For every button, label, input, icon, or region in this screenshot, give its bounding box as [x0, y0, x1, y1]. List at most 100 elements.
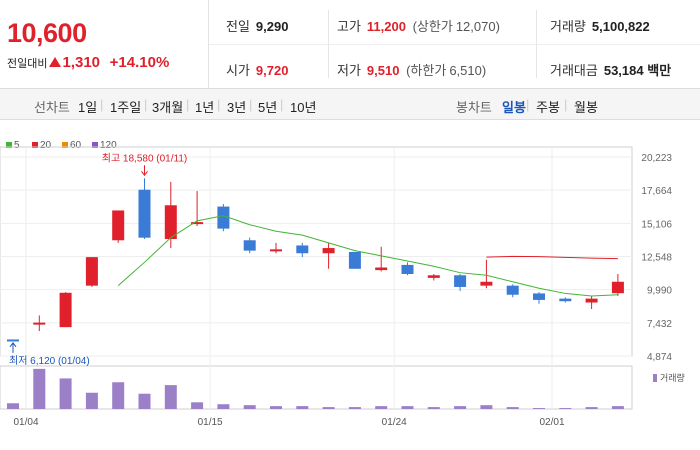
tab-1w[interactable]: 1주일	[110, 100, 142, 115]
prev-close-value: 9,290	[255, 19, 289, 34]
volume-bar	[164, 385, 177, 409]
volume: 거래량 5,100,822	[550, 16, 650, 35]
volume-legend-swatch	[653, 374, 657, 382]
tab-weekly[interactable]: 주봉	[536, 100, 560, 115]
tab-3m[interactable]: 3개월	[152, 100, 184, 115]
y-tick-label: 15,106	[641, 219, 672, 230]
legend-ma60: 60	[62, 140, 81, 151]
price-box: 10,600 전일대비 1,310 +14.10%	[0, 0, 209, 88]
volume-pane-frame	[0, 365, 633, 410]
high-label: 고가	[337, 19, 361, 34]
volume-bar	[270, 406, 282, 409]
volume-bar	[480, 405, 493, 409]
tab-divider: |	[564, 97, 568, 112]
tab-1y[interactable]: 1년	[195, 100, 215, 115]
tab-1d[interactable]: 1일	[78, 100, 98, 115]
open-price: 시가 9,720	[226, 60, 288, 79]
low-value: 9,510	[366, 63, 400, 78]
candle-body	[112, 210, 125, 241]
tab-daily[interactable]: 일봉	[502, 100, 526, 115]
legend-swatch	[62, 142, 68, 148]
candle-body	[217, 206, 230, 229]
candle-body	[611, 281, 624, 294]
lower-limit-label: (하한가	[406, 63, 447, 78]
candle-body	[164, 205, 177, 239]
amount-unit: 백만	[647, 63, 672, 78]
candle-body	[270, 249, 282, 252]
tab-3y[interactable]: 3년	[227, 100, 247, 115]
legend-swatch	[6, 142, 12, 148]
candle-body	[533, 293, 545, 300]
amount-value: 53,184	[603, 63, 644, 78]
tab-monthly[interactable]: 월봉	[574, 100, 598, 115]
y-tick-label: 7,432	[647, 319, 672, 330]
candle-body	[506, 285, 519, 295]
candle-body	[322, 248, 335, 254]
volume-bar	[375, 406, 388, 409]
y-tick-label: 17,664	[641, 186, 672, 197]
line-chart-label: 선차트	[34, 100, 70, 115]
candle-body	[243, 240, 256, 251]
open-label: 시가	[226, 63, 250, 78]
tab-5y[interactable]: 5년	[258, 100, 278, 115]
candle-body	[191, 222, 204, 225]
volume-bar	[585, 407, 598, 409]
candle-body	[454, 275, 467, 287]
volume-bar	[217, 404, 230, 409]
volume-bar	[322, 407, 335, 409]
candle-body	[585, 298, 598, 303]
open-value: 9,720	[255, 63, 289, 78]
volume-bar	[454, 406, 467, 409]
tab-divider: |	[186, 97, 190, 112]
legend-label: 20	[40, 140, 52, 151]
low-label: 저가	[337, 63, 361, 78]
volume-bar	[7, 403, 19, 409]
candle-body	[375, 267, 388, 271]
min-arrow-head	[9, 342, 17, 348]
volume-bar	[112, 382, 125, 409]
tab-divider: |	[100, 97, 104, 112]
candle-body	[138, 189, 151, 238]
prev-close: 전일 9,290	[226, 16, 288, 35]
ma5-line	[117, 215, 618, 297]
volume-value: 5,100,822	[591, 19, 650, 34]
candle-body	[559, 298, 572, 302]
y-tick-label: 20,223	[641, 153, 672, 164]
y-tick-label: 12,548	[641, 253, 672, 264]
legend-swatch	[32, 142, 38, 148]
candle-body	[85, 257, 98, 286]
upper-limit-value: 12,070)	[455, 19, 500, 34]
legend-label: 60	[70, 140, 82, 151]
trade-amount: 거래대금 53,184 백만	[550, 60, 671, 79]
tab-divider: |	[280, 97, 284, 112]
candle-body	[33, 322, 46, 325]
volume-bar	[348, 407, 361, 409]
volume-bar	[85, 392, 98, 409]
upper-limit-label: (상한가	[412, 19, 453, 34]
candle-body	[59, 292, 72, 328]
volume-bar	[243, 405, 256, 409]
x-tick-label: 02/01	[539, 417, 564, 428]
chart-period-tabs: 선차트 1일 | 1주일 | 3개월 | 1년 | 3년 | 5년 | 10년 …	[0, 89, 700, 120]
volume-bar	[506, 407, 519, 409]
candle-body	[427, 275, 440, 278]
max-annotation: 최고 18,580 (01/11)	[102, 152, 188, 164]
legend-label: 5	[14, 140, 20, 151]
volume-bar	[533, 408, 545, 409]
y-tick-label: 9,990	[647, 286, 672, 297]
max-arrow-head	[141, 171, 148, 177]
candle-body	[480, 281, 493, 286]
tab-divider: |	[217, 97, 221, 112]
legend-ma5: 5	[6, 140, 20, 151]
tab-10y[interactable]: 10년	[290, 100, 317, 115]
volume-bar	[296, 406, 309, 409]
volume-bar	[427, 407, 440, 409]
tab-divider: |	[144, 97, 148, 112]
volume-bar	[611, 406, 624, 409]
legend-ma20: 20	[32, 140, 51, 151]
legend-ma120: 120	[92, 140, 117, 151]
high-value: 11,200	[366, 19, 406, 34]
candle-body	[401, 264, 414, 274]
change-percent: +14.10%	[109, 54, 170, 71]
